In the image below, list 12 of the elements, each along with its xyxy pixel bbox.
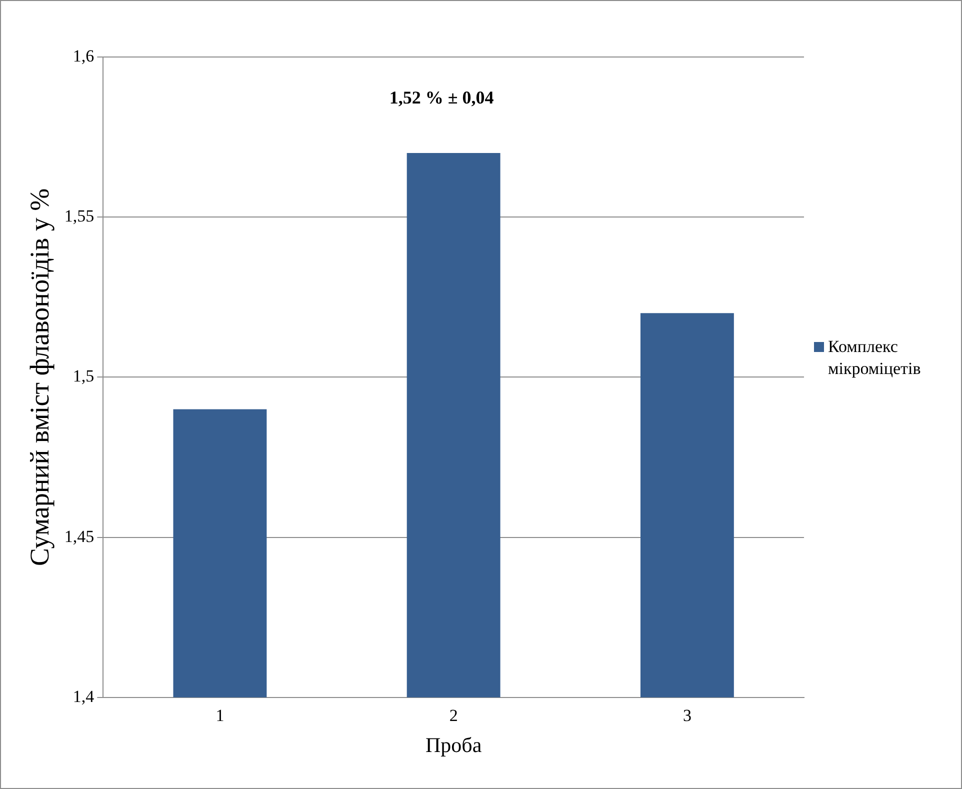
y-tick-label: 1,5 [72,366,94,386]
y-tick-label: 1,45 [64,526,94,546]
x-tick-label: 2 [449,706,458,726]
legend-label: Комплекс мікроміцетів [828,336,922,380]
y-tick-label: 1,55 [64,206,94,226]
y-tick-label: 1,4 [72,686,95,706]
x-tick-label: 3 [682,706,692,726]
x-axis-title: Проба [425,732,482,757]
y-axis-title: Сумарний вміст флавоноїдів у % [24,188,54,566]
annotation: 1,52 % ± 0,04 [389,88,494,108]
y-tick-label: 1,6 [72,46,94,66]
x-tick-label: 1 [216,706,224,726]
